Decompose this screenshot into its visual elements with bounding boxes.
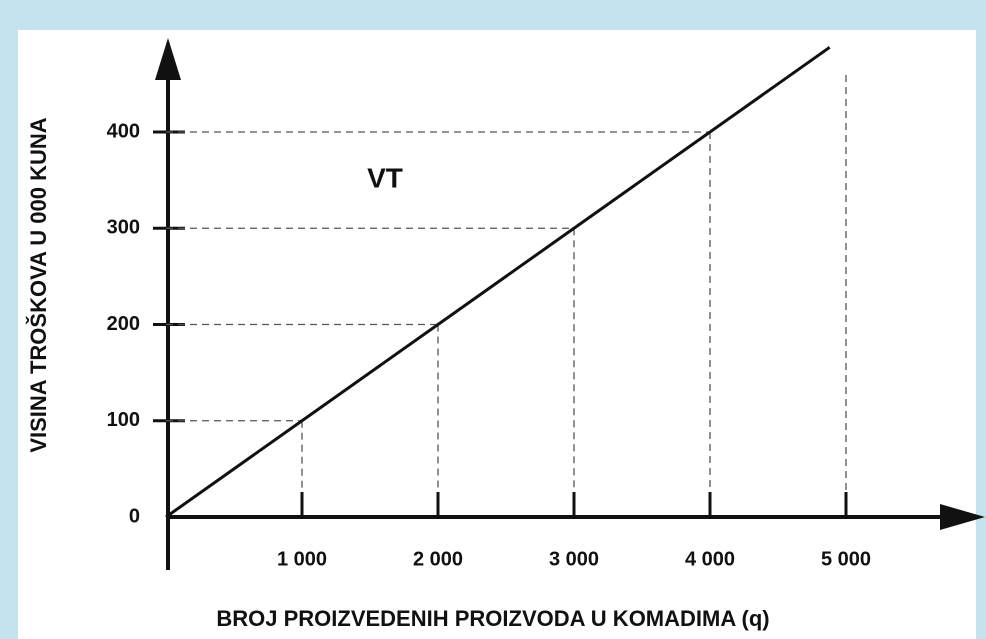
x-tick-label: 2 000 bbox=[413, 548, 463, 570]
y-tick-label: 0 bbox=[129, 505, 140, 527]
y-axis-arrow bbox=[155, 38, 181, 80]
x-tick-label: 3 000 bbox=[549, 548, 599, 570]
annotation: VT bbox=[367, 162, 403, 193]
x-tick-label: 4 000 bbox=[685, 548, 735, 570]
x-tick-label: 5 000 bbox=[821, 548, 871, 570]
x-tick-label: 1 000 bbox=[277, 548, 327, 570]
x-axis-arrow bbox=[940, 504, 985, 530]
y-tick-label: 200 bbox=[107, 313, 140, 335]
line-series bbox=[165, 46, 831, 519]
x-axis-title: BROJ PROIZVEDENIH PROIZVODA U KOMADIMA (… bbox=[216, 606, 769, 631]
y-tick-label: 100 bbox=[107, 409, 140, 431]
y-tick-label: 300 bbox=[107, 217, 140, 239]
y-tick-label: 400 bbox=[107, 120, 140, 142]
y-axis-title: VISINA TROŠKOVA U 000 KUNA bbox=[26, 117, 51, 452]
